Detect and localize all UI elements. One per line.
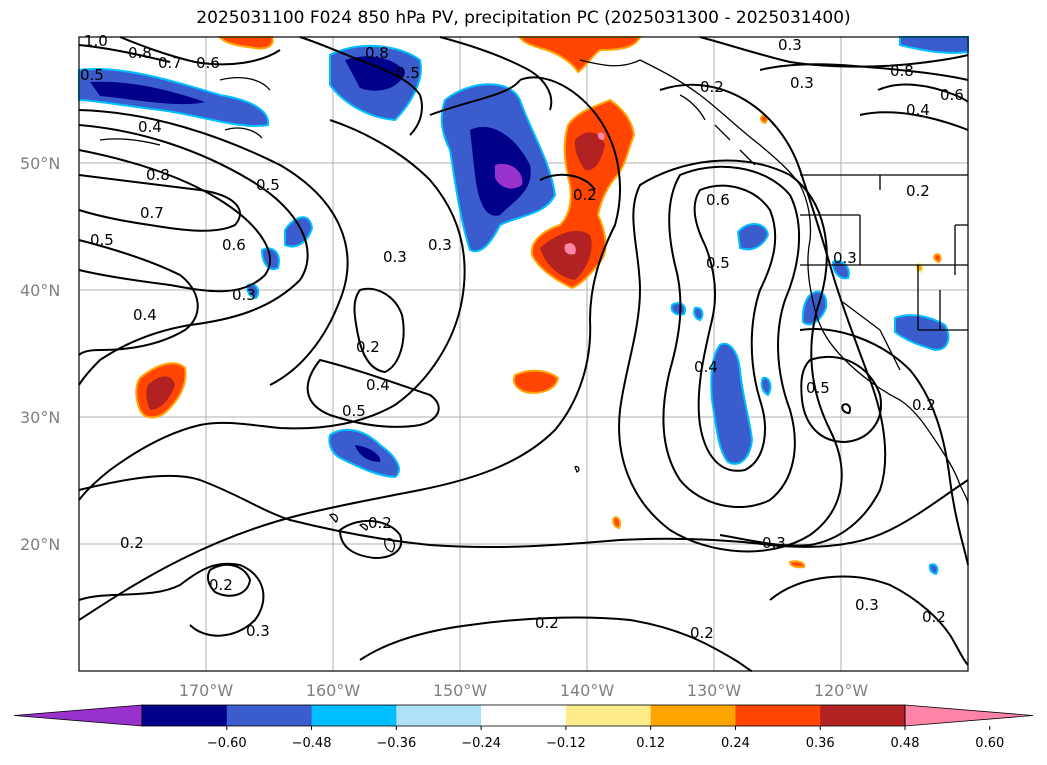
svg-text:0.2: 0.2 xyxy=(356,338,380,356)
colorbar-segment xyxy=(650,705,736,726)
svg-text:0.3: 0.3 xyxy=(790,74,814,92)
colorbar-segment xyxy=(735,705,821,726)
svg-text:0.3: 0.3 xyxy=(762,534,786,552)
lon-label-170w: 170°W xyxy=(179,681,234,700)
colorbar: −0.60 −0.48 −0.36 −0.24 −0.12 0.12 0.24 0.36 0.4… xyxy=(13,704,1034,751)
svg-text:1.0: 1.0 xyxy=(84,32,108,50)
colorbar-tick-label: 0.24 xyxy=(721,736,750,751)
lon-label-120w: 120°W xyxy=(814,681,869,700)
svg-text:0.5: 0.5 xyxy=(90,231,114,249)
pv-contours xyxy=(78,36,969,672)
colorbar-tick-label: 0.12 xyxy=(636,736,665,751)
colorbar-tick-label: 0.36 xyxy=(806,736,835,751)
svg-text:0.6: 0.6 xyxy=(706,191,730,209)
colorbar-segment xyxy=(142,705,228,726)
map-frame xyxy=(78,36,969,672)
svg-text:0.2: 0.2 xyxy=(535,614,559,632)
colorbar-tick-label: 0.60 xyxy=(975,736,1004,751)
svg-text:0.2: 0.2 xyxy=(120,534,144,552)
colorbar-outline xyxy=(141,704,906,727)
svg-text:0.8: 0.8 xyxy=(365,44,389,62)
lat-label-30n: 30°N xyxy=(20,408,60,427)
colorbar-tick-label: −0.24 xyxy=(461,736,501,751)
svg-text:0.2: 0.2 xyxy=(573,186,597,204)
svg-text:0.2: 0.2 xyxy=(912,396,936,414)
svg-text:0.2: 0.2 xyxy=(209,576,233,594)
colorbar-segment xyxy=(565,705,652,726)
lat-label-50n: 50°N xyxy=(20,154,60,173)
latitude-labels: 50°N 40°N 30°N 20°N xyxy=(20,154,60,554)
lon-label-130w: 130°W xyxy=(687,681,742,700)
svg-text:0.2: 0.2 xyxy=(700,78,724,96)
colorbar-segment xyxy=(311,705,397,726)
precip-positive xyxy=(135,36,942,569)
svg-text:0.4: 0.4 xyxy=(906,101,930,119)
contour-labels: 1.0 0.8 0.7 0.6 0.5 0.4 0.8 0.7 0.5 0.6 … xyxy=(80,32,964,642)
colorbar-extend-low xyxy=(13,704,143,727)
svg-text:0.6: 0.6 xyxy=(196,54,220,72)
svg-text:0.3: 0.3 xyxy=(246,622,270,640)
precip-negative xyxy=(78,36,969,576)
colorbar-tick-label: 0.48 xyxy=(891,736,920,751)
svg-text:0.2: 0.2 xyxy=(922,608,946,626)
svg-text:0.6: 0.6 xyxy=(222,236,246,254)
svg-text:0.2: 0.2 xyxy=(690,624,714,642)
colorbar-tick-label: −0.12 xyxy=(546,736,586,751)
lat-label-20n: 20°N xyxy=(20,535,60,554)
lat-label-40n: 40°N xyxy=(20,281,60,300)
svg-text:0.4: 0.4 xyxy=(133,306,157,324)
svg-text:0.8: 0.8 xyxy=(128,44,152,62)
svg-text:0.8: 0.8 xyxy=(146,166,170,184)
svg-text:0.5: 0.5 xyxy=(396,64,420,82)
colorbar-tick-label: −0.60 xyxy=(207,736,247,751)
svg-text:0.5: 0.5 xyxy=(342,402,366,420)
svg-text:0.8: 0.8 xyxy=(890,62,914,80)
svg-text:0.5: 0.5 xyxy=(80,66,104,84)
svg-text:0.6: 0.6 xyxy=(940,86,964,104)
coastlines xyxy=(99,59,969,553)
svg-text:0.3: 0.3 xyxy=(428,236,452,254)
svg-text:0.2: 0.2 xyxy=(368,514,392,532)
svg-text:0.4: 0.4 xyxy=(694,358,718,376)
colorbar-tick-label: −0.48 xyxy=(292,736,332,751)
colorbar-segment xyxy=(820,705,906,726)
svg-text:0.2: 0.2 xyxy=(906,182,930,200)
svg-text:0.5: 0.5 xyxy=(706,254,730,272)
colorbar-tick-label: −0.36 xyxy=(376,736,416,751)
lon-label-160w: 160°W xyxy=(306,681,361,700)
longitude-labels: 170°W 160°W 150°W 140°W 130°W 120°W xyxy=(179,681,869,700)
svg-text:0.3: 0.3 xyxy=(855,596,879,614)
svg-text:0.3: 0.3 xyxy=(833,249,857,267)
svg-text:0.3: 0.3 xyxy=(383,248,407,266)
colorbar-segment xyxy=(226,705,313,726)
lon-label-140w: 140°W xyxy=(560,681,615,700)
svg-text:0.4: 0.4 xyxy=(138,118,162,136)
svg-text:0.5: 0.5 xyxy=(806,379,830,397)
svg-text:0.7: 0.7 xyxy=(158,54,182,72)
svg-text:0.4: 0.4 xyxy=(366,376,390,394)
svg-text:0.3: 0.3 xyxy=(778,36,802,54)
svg-text:0.3: 0.3 xyxy=(232,286,256,304)
colorbar-segment xyxy=(481,705,567,726)
svg-text:0.7: 0.7 xyxy=(140,204,164,222)
colorbar-segment xyxy=(396,705,482,726)
map-title: 2025031100 F024 850 hPa PV, precipitatio… xyxy=(196,8,851,28)
lon-label-150w: 150°W xyxy=(433,681,488,700)
svg-text:0.5: 0.5 xyxy=(256,176,280,194)
colorbar-extend-high xyxy=(904,704,1034,727)
